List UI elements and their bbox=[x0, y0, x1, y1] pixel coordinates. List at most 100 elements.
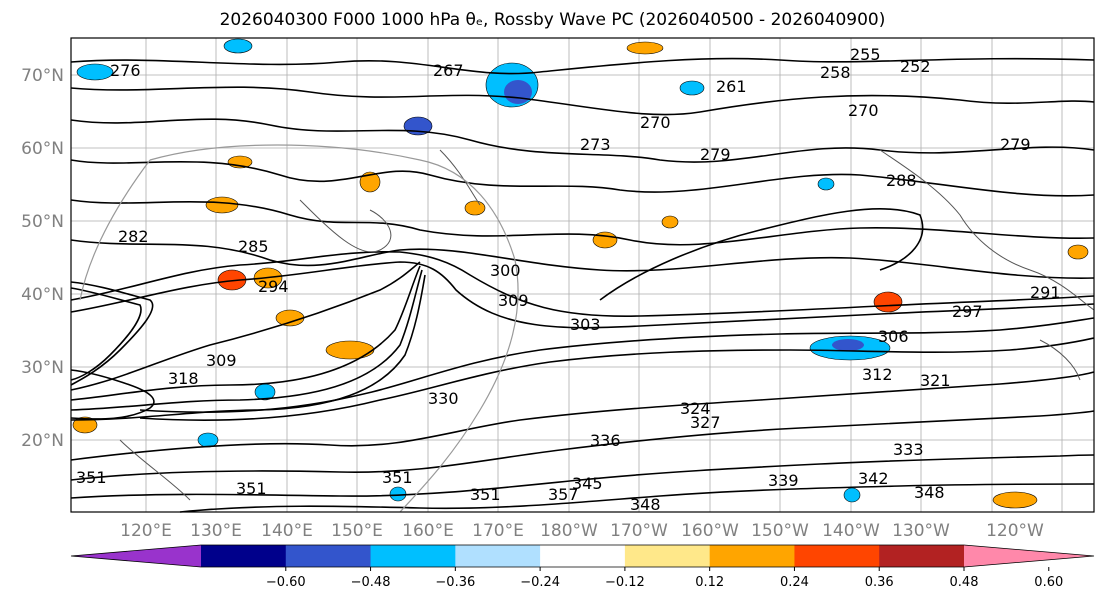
positive-anomaly bbox=[992, 491, 1038, 509]
coastline bbox=[879, 149, 1095, 311]
negative-anomaly bbox=[679, 80, 705, 96]
contour-label: 351 bbox=[236, 479, 267, 498]
contour-line bbox=[179, 483, 1095, 513]
contour-label: 327 bbox=[690, 413, 721, 432]
contour-line bbox=[70, 287, 142, 381]
contour-line bbox=[70, 269, 423, 411]
negative-anomaly bbox=[223, 38, 253, 54]
lon-label: 160°W bbox=[681, 521, 739, 541]
contour-line bbox=[70, 371, 1095, 461]
contour-label: 297 bbox=[952, 302, 983, 321]
colorbar-tick-label: 0.12 bbox=[695, 575, 724, 590]
contour-label: 261 bbox=[716, 77, 747, 96]
colorbar-tick-label: −0.36 bbox=[435, 575, 475, 590]
negative-anomaly bbox=[817, 177, 835, 191]
colorbar-tick-label: −0.60 bbox=[266, 575, 306, 590]
contour-label: 303 bbox=[570, 315, 601, 334]
contour-line bbox=[70, 57, 1095, 75]
colorbar-segment bbox=[794, 545, 880, 567]
negative-anomaly-core bbox=[504, 80, 532, 104]
contour-label: 318 bbox=[168, 369, 199, 388]
colorbar-segment bbox=[540, 545, 626, 567]
lon-label: 120°W bbox=[986, 521, 1044, 541]
coastline bbox=[119, 439, 191, 501]
lon-label: 170°W bbox=[610, 521, 668, 541]
contour-line bbox=[70, 239, 1095, 279]
contour-line bbox=[70, 86, 1095, 116]
lon-label: 160°E bbox=[402, 521, 454, 541]
contour-line bbox=[70, 199, 1095, 246]
lon-label: 140°E bbox=[261, 521, 313, 541]
contour-label: 342 bbox=[858, 469, 889, 488]
colorbar-tick-label: 0.60 bbox=[1034, 575, 1063, 590]
lon-label: 150°W bbox=[751, 521, 809, 541]
great-circle-arcs bbox=[79, 144, 519, 513]
positive-anomaly bbox=[205, 196, 239, 214]
contour-label: 309 bbox=[498, 291, 529, 310]
contour-line bbox=[70, 281, 154, 386]
contour-label: 339 bbox=[768, 471, 799, 490]
colorbar: −0.60 −0.48 −0.36 −0.24 −0.12 0.12 0.24 0.36 0.4… bbox=[70, 544, 1095, 590]
negative-anomaly bbox=[197, 432, 219, 448]
lat-label: 70°N bbox=[21, 66, 64, 86]
lon-label: 170°E bbox=[472, 521, 524, 541]
negative-anomaly bbox=[76, 63, 114, 81]
positive-anomaly bbox=[626, 41, 664, 55]
contour-label: 285 bbox=[238, 237, 269, 256]
contour-label: 294 bbox=[258, 277, 289, 296]
colorbar-segment bbox=[370, 545, 456, 567]
coastline bbox=[299, 199, 392, 253]
contour-line bbox=[139, 337, 1095, 421]
contour-label: 282 bbox=[118, 227, 149, 246]
contour-label: 306 bbox=[878, 327, 909, 346]
contour-label: 351 bbox=[470, 485, 501, 504]
negative-anomaly bbox=[389, 486, 407, 502]
map-title: 2026040300 F000 1000 hPa θₑ, Rossby Wave… bbox=[219, 10, 886, 30]
colorbar-outline bbox=[70, 544, 1095, 568]
contour-label: 351 bbox=[76, 468, 107, 487]
contour-line bbox=[70, 159, 1095, 197]
contour-label: 357 bbox=[548, 485, 579, 504]
map-border bbox=[70, 37, 1095, 513]
contour-label: 336 bbox=[590, 431, 621, 450]
contour-line bbox=[70, 369, 155, 420]
contour-line bbox=[70, 250, 1095, 317]
lon-label: 150°E bbox=[331, 521, 383, 541]
colorbar-extend-min bbox=[71, 545, 201, 567]
positive-anomaly bbox=[1067, 244, 1089, 260]
positive-anomaly bbox=[464, 200, 486, 216]
contour-label: 291 bbox=[1030, 283, 1061, 302]
contour-label: 348 bbox=[914, 483, 945, 502]
contour-label: 267 bbox=[433, 61, 464, 80]
contour-line bbox=[70, 265, 421, 401]
colorbar-segment bbox=[201, 545, 287, 567]
theta-e-contours bbox=[70, 57, 1095, 513]
contour-label: 324 bbox=[680, 399, 711, 418]
positive-anomaly bbox=[72, 416, 98, 434]
contour-label: 333 bbox=[893, 440, 924, 459]
contour-label: 348 bbox=[630, 495, 661, 514]
contour-line bbox=[139, 317, 1095, 413]
contour-label: 258 bbox=[820, 63, 851, 82]
colorbar-segment bbox=[709, 545, 795, 567]
lat-label: 60°N bbox=[21, 139, 64, 159]
contour-labels: 276 267 255 252 261 258 270 270 273 279 … bbox=[76, 45, 1061, 514]
contour-label: 270 bbox=[640, 113, 671, 132]
contour-label: 252 bbox=[900, 57, 931, 76]
contour-label: 321 bbox=[920, 371, 951, 390]
contour-line bbox=[70, 410, 1095, 481]
contour-label: 279 bbox=[700, 145, 731, 164]
lon-label: 140°W bbox=[822, 521, 880, 541]
contour-label: 288 bbox=[886, 171, 917, 190]
latitude-labels: 70°N 60°N 50°N 40°N 30°N 20°N bbox=[21, 66, 64, 451]
lon-label: 130°W bbox=[892, 521, 950, 541]
colorbar-segment bbox=[285, 545, 372, 567]
coastline bbox=[1039, 339, 1081, 381]
contour-line bbox=[70, 454, 1095, 499]
colorbar-extend-max bbox=[964, 545, 1094, 567]
lat-label: 40°N bbox=[21, 285, 64, 305]
lon-label: 120°E bbox=[120, 521, 172, 541]
contour-line bbox=[599, 208, 924, 301]
negative-anomaly bbox=[843, 487, 861, 503]
